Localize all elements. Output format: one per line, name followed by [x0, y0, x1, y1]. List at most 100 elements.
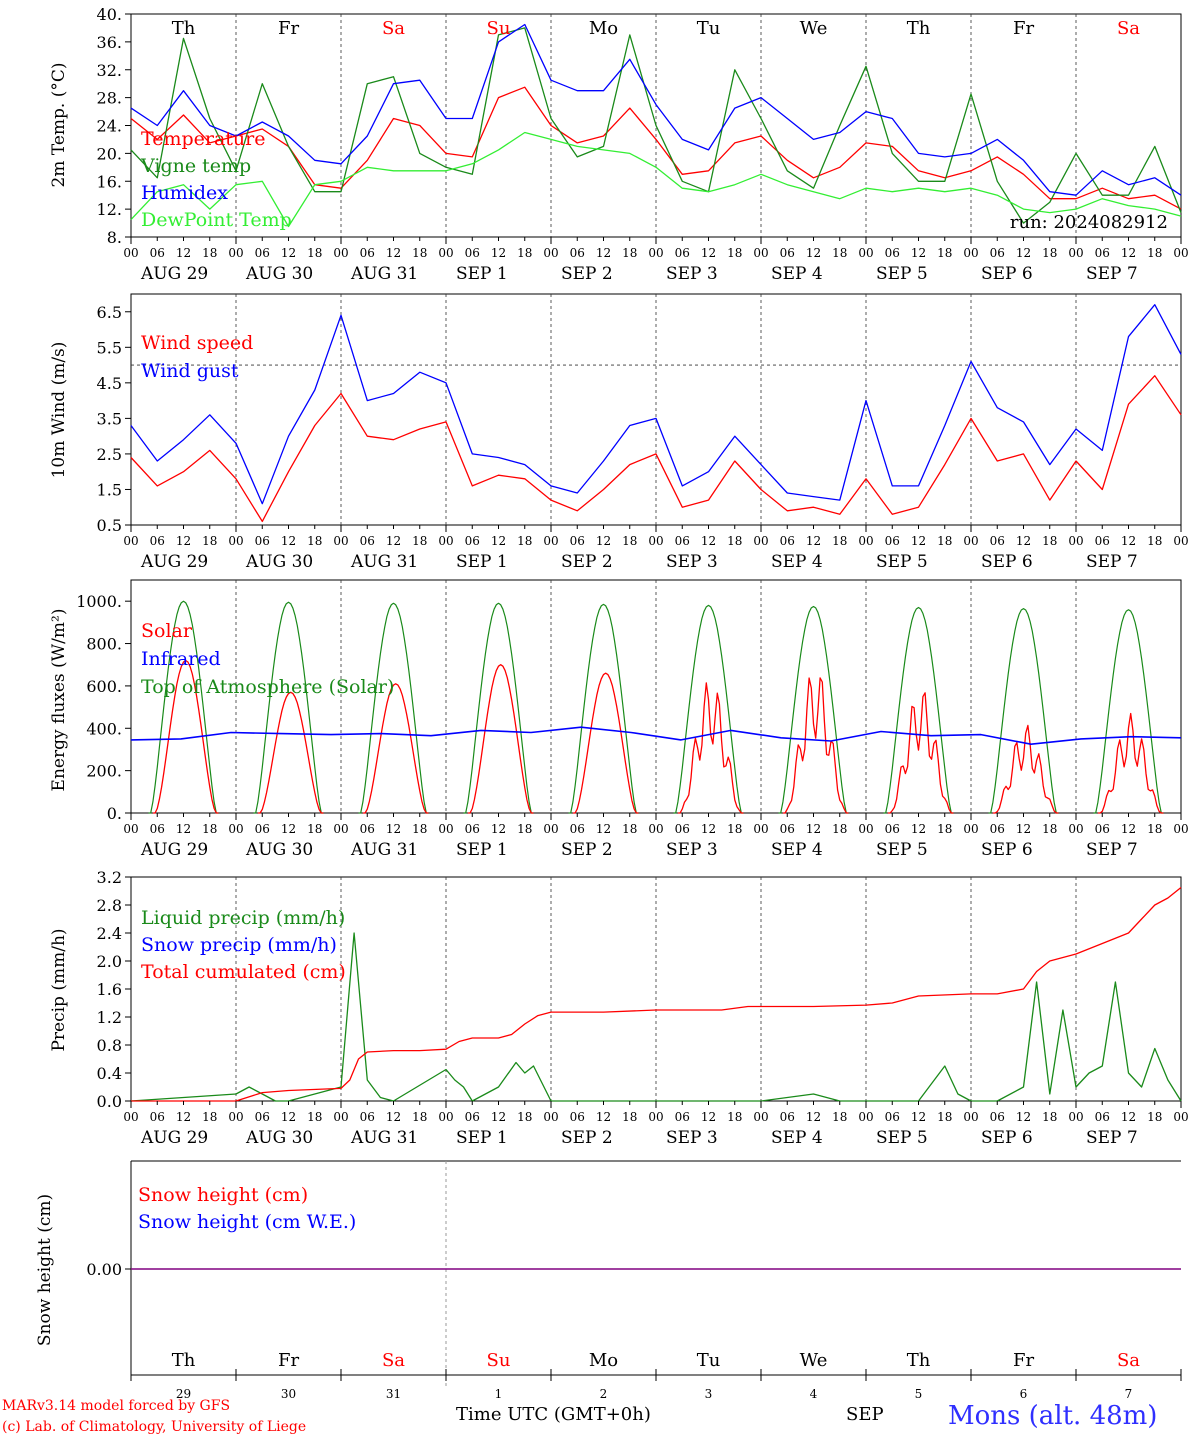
precip-hour-tick-label: 18 — [517, 1110, 532, 1124]
temperature-hour-tick-label: 18 — [202, 246, 217, 260]
temperature-hour-tick-label: 00 — [648, 246, 663, 260]
wind-date-label: AUG 31 — [350, 552, 418, 572]
wind-date-label: SEP 4 — [771, 552, 823, 572]
precip-y-tick-label: 0.0 — [97, 1092, 122, 1111]
energy-hour-tick-label: 12 — [806, 822, 821, 836]
wind-hour-tick-label: 12 — [281, 534, 296, 548]
temperature-y-tick-label: 8. — [107, 228, 122, 247]
energy-hour-tick-label: 12 — [176, 822, 191, 836]
time-axis-title: Time UTC (GMT+0h) — [456, 1404, 651, 1425]
wind-y-tick-label: 0.5 — [97, 516, 122, 535]
precip-date-label: SEP 6 — [981, 1128, 1033, 1148]
energy-hour-tick-label: 18 — [937, 822, 952, 836]
energy-y-axis-label: Energy fluxes (W/m²) — [49, 609, 69, 792]
energy-solar-day-curve — [257, 691, 324, 814]
temperature-hour-tick-label: 00 — [753, 246, 768, 260]
temperature-y-tick-label: 20. — [97, 144, 122, 163]
temperature-series-vigne-temp — [130, 27, 1182, 224]
energy-hour-tick-label: 00 — [963, 822, 978, 836]
precip-y-axis-label: Precip (mm/h) — [49, 928, 69, 1051]
energy-hour-tick-label: 06 — [150, 822, 165, 836]
temperature-legend-entry: Vigne temp — [140, 155, 251, 177]
energy-hour-tick-label: 00 — [228, 822, 243, 836]
temp-weekday-label: Tu — [697, 18, 721, 39]
temperature-date-label: SEP 2 — [561, 264, 613, 284]
wind-hour-tick-label: 12 — [386, 534, 401, 548]
energy-solar-day-curve — [152, 659, 219, 814]
precip-legend-entry: Snow precip (mm/h) — [141, 934, 337, 956]
temperature-y-tick-label: 12. — [97, 200, 122, 219]
temperature-date-label: SEP 4 — [771, 264, 823, 284]
energy-hour-tick-label: 06 — [675, 822, 690, 836]
temperature-hour-tick-label: 06 — [360, 246, 375, 260]
energy-y-tick-label: 800. — [86, 635, 122, 654]
precip-y-tick-label: 1.2 — [97, 1008, 122, 1027]
temperature-series-dewpoint-temp — [130, 131, 1182, 228]
energy-hour-tick-label: 18 — [1147, 822, 1162, 836]
precip-hour-tick-label: 00 — [543, 1110, 558, 1124]
precip-hour-tick-label: 06 — [255, 1110, 270, 1124]
energy-hour-tick-label: 00 — [543, 822, 558, 836]
energy-toa-solar-day-curve — [253, 601, 324, 814]
energy-date-label: SEP 2 — [561, 840, 613, 860]
precip-hour-tick-label: 18 — [622, 1110, 637, 1124]
energy-hour-tick-label: 18 — [307, 822, 322, 836]
precip-date-label: AUG 30 — [245, 1128, 313, 1148]
temperature-date-label: AUG 31 — [350, 264, 418, 284]
precip-date-label: SEP 3 — [666, 1128, 718, 1148]
energy-hour-tick-label: 00 — [123, 822, 138, 836]
energy-hour-tick-label: 06 — [570, 822, 585, 836]
energy-solar-day-curve — [572, 672, 639, 814]
energy-hour-tick-label: 12 — [701, 822, 716, 836]
credit-line-2: (c) Lab. of Climatology, University of L… — [2, 1419, 307, 1435]
wind-hour-tick-label: 12 — [596, 534, 611, 548]
precip-hour-tick-label: 06 — [885, 1110, 900, 1124]
precip-hour-tick-label: 12 — [806, 1110, 821, 1124]
energy-solar-day-curve — [467, 664, 534, 814]
temperature-legend-entry: Temperature — [141, 128, 265, 150]
precip-hour-tick-label: 12 — [1016, 1110, 1031, 1124]
snow-day-number: 6 — [1020, 1387, 1028, 1401]
temperature-hour-tick-label: 12 — [911, 246, 926, 260]
temperature-hour-tick-label: 18 — [937, 246, 952, 260]
energy-y-tick-label: 1000. — [76, 592, 122, 611]
wind-hour-tick-label: 12 — [701, 534, 716, 548]
precip-y-tick-label: 3.2 — [97, 868, 122, 887]
temperature-hour-tick-label: 18 — [412, 246, 427, 260]
temperature-hour-tick-label: 12 — [281, 246, 296, 260]
temperature-series-temperature — [130, 86, 1182, 210]
snow-day-number: 30 — [281, 1387, 296, 1401]
snow-weekday-label: Fr — [278, 1350, 299, 1371]
energy-hour-tick-label: 18 — [622, 822, 637, 836]
precip-hour-tick-label: 00 — [963, 1110, 978, 1124]
credit-line-1: MARv3.14 model forced by GFS — [2, 1398, 231, 1414]
wind-date-label: SEP 2 — [561, 552, 613, 572]
energy-toa-solar-day-curve — [988, 607, 1059, 814]
precip-hour-tick-label: 12 — [281, 1110, 296, 1124]
temperature-date-label: SEP 1 — [456, 264, 508, 284]
wind-hour-tick-label: 18 — [517, 534, 532, 548]
energy-hour-tick-label: 00 — [858, 822, 873, 836]
precip-date-label: AUG 29 — [140, 1128, 208, 1148]
energy-toa-solar-day-curve — [1093, 609, 1164, 814]
wind-hour-tick-label: 06 — [675, 534, 690, 548]
precip-hour-tick-label: 06 — [150, 1110, 165, 1124]
energy-date-label: SEP 7 — [1086, 840, 1138, 860]
snow-day-number: 2 — [600, 1387, 608, 1401]
wind-date-label: SEP 7 — [1086, 552, 1138, 572]
snow-weekday-label: Sa — [382, 1350, 405, 1371]
precip-hour-tick-label: 06 — [360, 1110, 375, 1124]
wind-hour-tick-label: 00 — [543, 534, 558, 548]
precip-series-total-cumulated-cm- — [131, 886, 1182, 1102]
energy-hour-tick-label: 06 — [885, 822, 900, 836]
precip-hour-tick-label: 06 — [570, 1110, 585, 1124]
energy-hour-tick-label: 06 — [360, 822, 375, 836]
energy-hour-tick-label: 12 — [596, 822, 611, 836]
energy-hour-tick-label: 12 — [281, 822, 296, 836]
temperature-hour-tick-label: 12 — [596, 246, 611, 260]
wind-hour-tick-label: 18 — [832, 534, 847, 548]
precip-y-tick-label: 2.8 — [97, 896, 122, 915]
temp-weekday-label: Sa — [382, 18, 405, 39]
wind-y-tick-label: 2.5 — [97, 445, 122, 464]
